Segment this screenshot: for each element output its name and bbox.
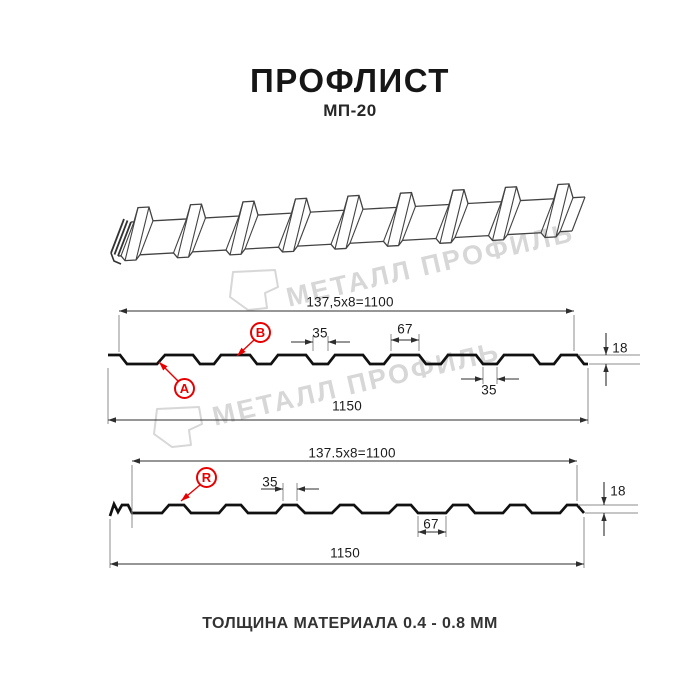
dim-p2-useful-width: 137.5x8=1100 <box>308 445 396 461</box>
watermark-logo-icon <box>229 269 279 311</box>
dim-p1-total-width: 1150 <box>332 398 362 414</box>
face-label-b: B <box>250 322 271 343</box>
material-note: ТОЛЩИНА МАТЕРИАЛА 0.4 - 0.8 ММ <box>202 615 498 632</box>
dim-p2-total-width: 1150 <box>330 545 360 561</box>
dim-p1-valley-35: 35 <box>481 382 497 398</box>
watermark-logo-icon <box>153 406 203 448</box>
dim-p1-height-18: 18 <box>612 340 628 356</box>
page-title: ПРОФЛИСТ <box>250 62 450 99</box>
face-label-a: A <box>174 378 195 399</box>
face-label-r: R <box>196 467 217 488</box>
dim-p1-useful-width: 137,5x8=1100 <box>306 294 394 310</box>
dim-p2-pan-67: 67 <box>423 516 439 532</box>
dim-p1-pan-67: 67 <box>397 321 413 337</box>
dim-p2-crest-35: 35 <box>262 474 278 490</box>
dim-p2-height-18: 18 <box>610 483 626 499</box>
page-subtitle: МП-20 <box>323 101 377 120</box>
dim-p1-crest-35: 35 <box>312 325 328 341</box>
